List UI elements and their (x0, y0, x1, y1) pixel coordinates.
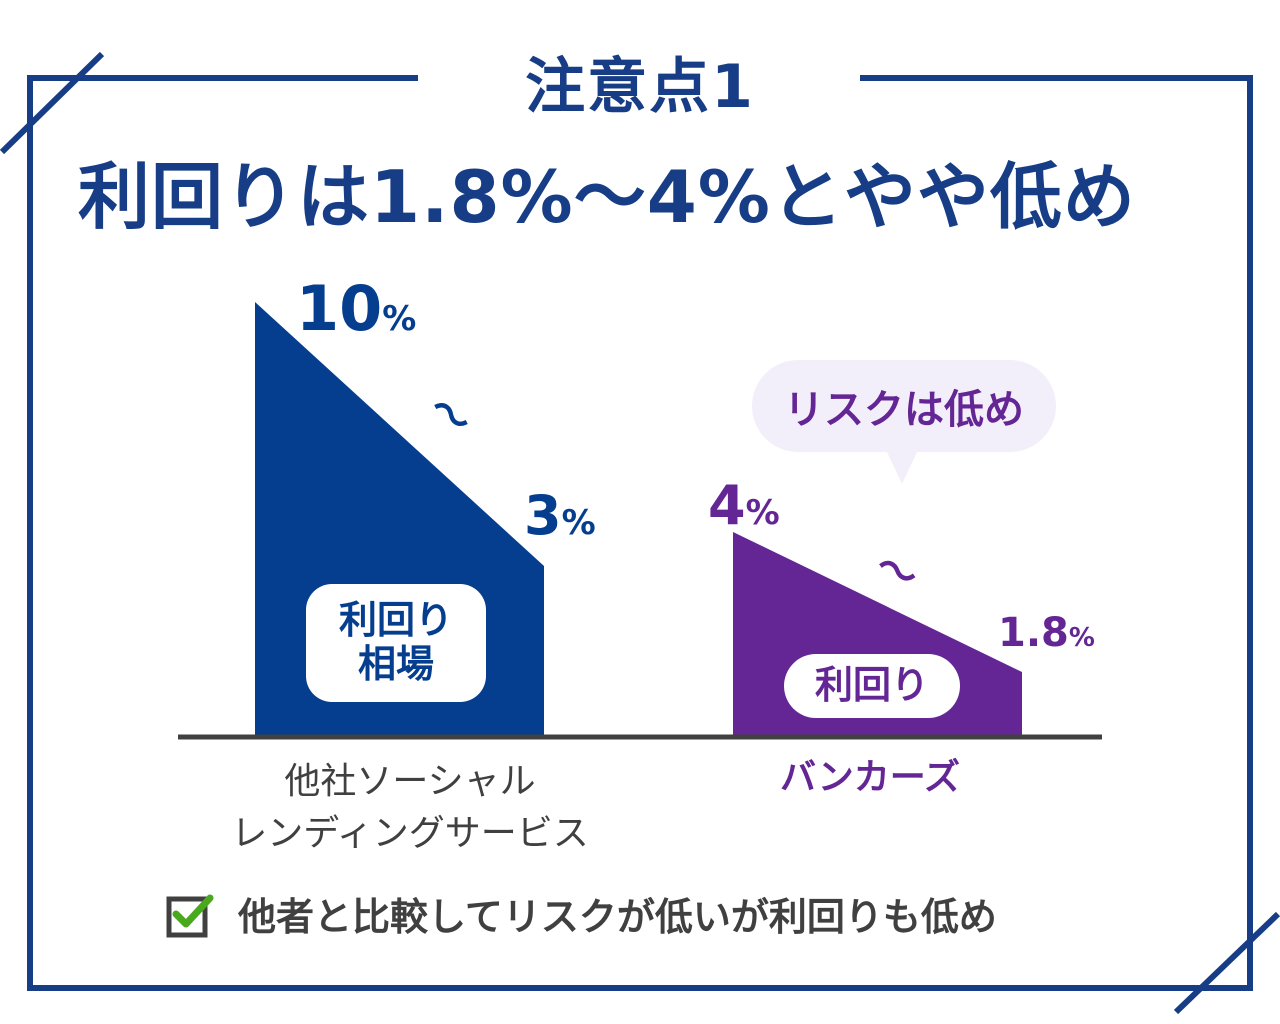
bankers-high-value: 4 (708, 474, 746, 537)
caution-label: 注意点1 (525, 52, 755, 122)
competitor-high-label: 10% (296, 272, 416, 345)
bankers-category-label: バンカーズ (779, 757, 960, 798)
competitor-yield-pill: 利回り 相場 (306, 584, 486, 702)
bankers-yield-pill: 利回り (784, 654, 960, 718)
competitor-high-value: 10 (296, 272, 383, 345)
bankers-low-value: 1.8 (998, 610, 1069, 656)
footer-text: 他者と比較してリスクが低いが利回りも低め (238, 895, 997, 939)
competitor-high-unit: % (382, 299, 417, 339)
callout-text: リスクは低め (784, 387, 1024, 433)
competitor-low-label: 3% (524, 484, 596, 547)
callout-bubble (752, 360, 1056, 452)
competitor-category-line2: レンディングサービス (231, 813, 589, 855)
bankers-high-label: 4% (708, 474, 780, 537)
page-title: 利回りは1.8%～4%とやや低め (78, 155, 1136, 239)
bankers-high-unit: % (745, 493, 780, 533)
competitor-category-line1: 他社ソーシャル (284, 761, 536, 802)
competitor-low-value: 3 (524, 484, 562, 547)
bankers-low-unit: % (1068, 623, 1095, 653)
competitor-category-label: 他社ソーシャル レンディングサービス (190, 756, 630, 860)
callout-tail (886, 450, 918, 484)
competitor-pill-line1: 利回り (338, 598, 453, 643)
frame-border (27, 75, 1253, 991)
competitor-pill-line2: 相場 (357, 642, 434, 686)
bankers-pill-label: 利回り (814, 663, 929, 708)
frame-accent-bottom-right (1173, 911, 1280, 1015)
bankers-low-label: 1.8% (998, 610, 1095, 656)
competitor-low-unit: % (561, 503, 596, 543)
frame-accent-top-left (0, 51, 105, 155)
checkbox-checked-icon (166, 894, 214, 937)
footer-note: 他者と比較してリスクが低いが利回りも低め (166, 886, 997, 941)
